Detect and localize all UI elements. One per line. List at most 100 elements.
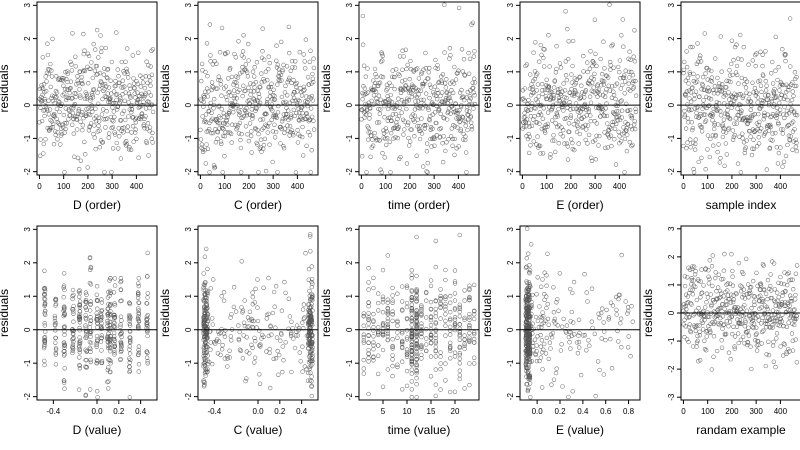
scatter-point [270,159,275,165]
scatter-point [464,170,469,175]
scatter-point [53,88,59,94]
scatter-point [219,93,224,98]
y-tick-label: 2 [184,36,193,41]
scatter-point [70,344,75,349]
x-tick-label: 0.0 [532,407,544,416]
scatter-point [588,113,593,118]
y-tick-label: 3 [506,3,515,8]
scatter-point [630,72,636,78]
scatter-point [618,321,623,326]
scatter-point [748,290,753,296]
scatter-point [68,85,73,91]
scatter-point [610,123,615,128]
scatter-point [114,92,120,97]
x-tick-label: 0 [681,407,686,416]
scatter-point [136,306,141,311]
scatter-point [86,106,91,111]
scatter-point [366,287,371,292]
y-tick-label: 2 [23,36,32,41]
scatter-point [754,90,759,96]
scatter-point [432,143,437,148]
scatter-point [621,44,626,49]
scatter-point [130,124,136,129]
scatter-point [604,307,609,313]
scatter-point [756,141,762,146]
scatter-point [122,98,127,103]
scatter-point [789,108,794,113]
scatter-point [86,128,92,133]
scatter-point [105,379,110,385]
scatter-point [409,94,414,100]
scatter-point [231,110,236,115]
scatter-point [42,342,47,347]
scatter-point [441,115,446,120]
scatter-point [53,350,58,356]
scatter-point [380,53,385,59]
scatter-point [221,290,227,295]
scatter-point [95,337,100,342]
scatter-point [609,143,614,149]
scatter-point [212,96,217,102]
scatter-point [44,89,49,94]
scatter-point [118,346,124,352]
scatter-point [74,114,80,119]
scatter-point [698,59,704,64]
scatter-point [563,9,568,14]
scatter-point [144,314,150,319]
scatter-point [788,64,793,69]
scatter-point [433,264,438,270]
scatter-point [136,283,141,289]
scatter-point [456,68,461,73]
y-tick-label: 0 [23,102,32,107]
scatter-point [83,323,88,328]
scatter-point [282,130,287,136]
scatter-point [107,313,112,318]
scatter-point [574,77,579,82]
scatter-point [591,77,597,82]
scatter-point [127,301,133,307]
scatter-point [133,120,139,125]
scatter-point [751,146,757,152]
scatter-point [378,97,383,102]
x-tick-label: 300 [266,182,280,191]
scatter-point [688,145,693,150]
scatter-point [280,369,285,375]
scatter-point [362,86,367,91]
scatter-point [287,50,292,56]
scatter-point [118,279,123,285]
scatter-point [623,79,628,84]
y-tick-label: 0 [184,327,193,332]
scatter-point [123,117,128,123]
scatter-point [534,120,540,125]
scatter-point [395,135,400,141]
scatter-point [759,341,764,346]
scatter-point [244,110,249,116]
scatter-point [528,72,533,77]
scatter-point [101,72,107,77]
scatter-point [61,340,67,345]
scatter-point [560,324,565,329]
scatter-point [441,134,446,139]
scatter-point [85,165,90,170]
scatter-point [544,305,549,311]
y-axis-title: residuals [641,289,655,337]
scatter-point [64,87,70,92]
scatter-point [84,364,89,370]
scatter-point [416,92,421,97]
scatter-point [700,74,706,80]
scatter-point [92,135,97,140]
scatter-point [136,352,141,357]
scatter-point [135,90,140,95]
scatter-point [404,99,409,104]
scatter-point [400,284,405,289]
scatter-point [127,347,132,352]
x-tick-label: 300 [749,182,763,191]
scatter-point [695,104,701,109]
scatter-point [77,309,82,314]
scatter-point [292,345,298,351]
scatter-point [309,93,315,99]
scatter-point [717,81,722,86]
scatter-point [448,134,454,139]
scatter-point [589,155,594,160]
